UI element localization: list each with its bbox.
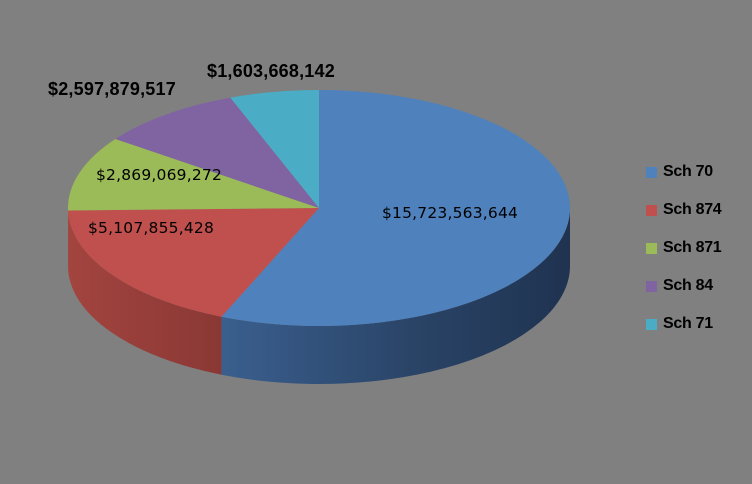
pie-slice-sch84 (115, 97, 319, 208)
data-label-sch70: $15,723,563,644 (382, 204, 519, 222)
legend-item-sch70: Sch 70 (646, 153, 721, 191)
legend-swatch-icon (646, 242, 657, 254)
pie-sides (68, 208, 571, 385)
legend-item-sch71: Sch 71 (646, 305, 721, 343)
pie-slice-sch871 (67, 138, 319, 211)
legend-item-sch84: Sch 84 (646, 267, 721, 305)
data-label-sch874: $5,107,855,428 (88, 219, 215, 237)
legend-label: Sch 84 (663, 277, 713, 294)
pie-slice-sch874 (68, 208, 320, 317)
pie-slice-sch71 (230, 90, 319, 208)
legend-swatch-icon (646, 166, 657, 178)
pie-slices (67, 90, 571, 327)
legend-item-sch874: Sch 874 (646, 191, 722, 229)
legend-swatch-icon (646, 204, 657, 216)
legend-label: Sch 871 (663, 239, 722, 256)
data-label-sch84: $2,597,879,517 (48, 79, 176, 99)
legend-swatch-icon (646, 318, 657, 330)
data-label-sch871: $2,869,069,272 (96, 166, 223, 184)
pie-side-sch70 (221, 208, 571, 385)
legend-label: Sch 874 (663, 201, 722, 218)
legend-swatch-icon (646, 280, 657, 292)
data-label-sch71: $1,603,668,142 (207, 61, 335, 81)
pie-side-sch874 (68, 210, 222, 375)
pie-slice-sch70 (221, 90, 571, 327)
legend-label: Sch 71 (663, 315, 713, 332)
chart-legend: Sch 70 Sch 874 Sch 871 Sch 84 Sch 71 (646, 153, 722, 343)
legend-label: Sch 70 (663, 163, 713, 180)
legend-item-sch871: Sch 871 (646, 229, 722, 267)
